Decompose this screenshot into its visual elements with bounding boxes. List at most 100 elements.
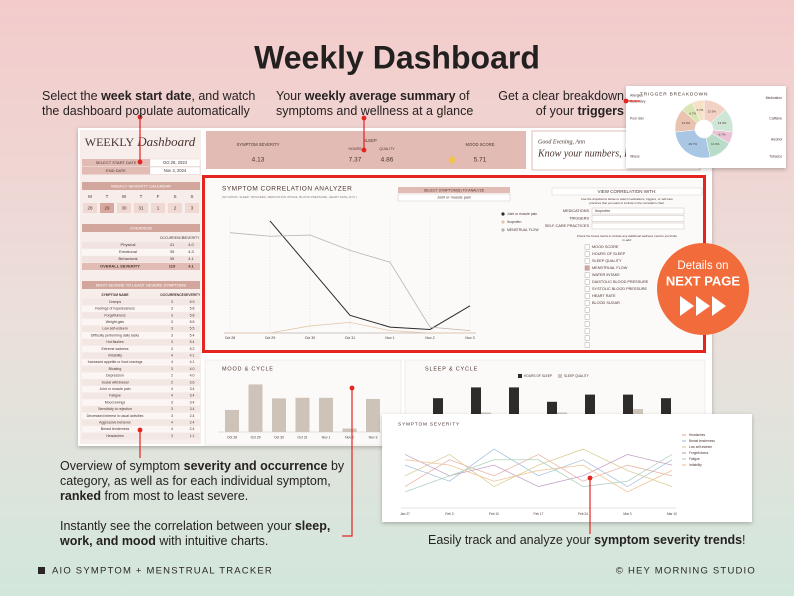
total-row — [82, 263, 200, 270]
table-cell: Aggressive behavior — [99, 421, 132, 425]
badge-arrow — [680, 296, 694, 316]
checkbox-label: HEART RATE — [592, 294, 616, 298]
table-cell: Difficulty performing daily tasks — [91, 333, 139, 337]
callout-text: with intuitive charts. — [156, 534, 269, 548]
callout-text: work, and mood — [59, 534, 156, 548]
table-row — [82, 312, 200, 319]
checkbox-label: MOOD SCORE — [592, 245, 619, 249]
checkbox[interactable] — [584, 300, 590, 306]
x-tick-label: Nov 3 — [369, 435, 378, 439]
checkbox[interactable] — [584, 251, 590, 257]
table-row — [82, 359, 200, 366]
mood-emoji — [448, 156, 456, 164]
calendar-cell — [151, 203, 165, 213]
legend-swatch — [518, 374, 522, 378]
bar — [319, 397, 333, 432]
table-cell: Breast tenderness — [101, 427, 130, 431]
callout-text: symptoms and wellness at a glance — [276, 104, 473, 118]
table-cell: Physical — [121, 242, 136, 247]
table-cell: 3 — [171, 414, 173, 418]
table-row — [82, 345, 200, 353]
series-line — [404, 453, 673, 487]
callout-text: triggers — [577, 104, 624, 118]
total-cell: OVERALL SEVERITY — [100, 264, 140, 269]
table-cell: 3 — [171, 307, 173, 311]
checkbox[interactable] — [584, 321, 590, 327]
checkbox[interactable] — [584, 272, 590, 278]
checkbox[interactable] — [584, 258, 590, 264]
table-header: OCCURRENCE — [160, 236, 185, 240]
table-cell: 4 — [171, 360, 173, 364]
table-cell: 2.4 — [190, 427, 195, 431]
checkbox[interactable] — [584, 335, 590, 341]
greeting-motto: Know your numbers, FEEL — [537, 148, 648, 159]
dropdown[interactable] — [591, 207, 685, 215]
table-row — [82, 352, 200, 359]
table-cell: 4 — [171, 427, 173, 431]
x-tick-label: Jan 27 — [400, 512, 410, 516]
table-cell: 3.4 — [190, 400, 195, 404]
checkbox[interactable] — [584, 279, 590, 285]
date-value: Oct 28, 2024 — [163, 160, 188, 165]
section-title: MOST SEVERE TO LEAST SEVERE SYMPTOMS — [96, 282, 187, 287]
table-cell: 2 — [171, 374, 173, 378]
x-tick-label: Nov 2 — [345, 435, 354, 439]
checkbox[interactable] — [584, 314, 590, 320]
table-cell: 3 — [171, 313, 173, 317]
checkbox[interactable] — [584, 293, 590, 299]
slice-category-label: Poor diet — [630, 116, 644, 120]
controls-instructions: Use the dropdowns below to select medica… — [581, 197, 673, 201]
checkbox[interactable] — [584, 286, 590, 292]
chart-title: SYMPTOM SEVERITY — [398, 421, 460, 427]
pie-slice — [691, 99, 705, 122]
controls-header — [551, 187, 703, 196]
table-cell: Social withdrawal — [101, 380, 128, 384]
summary-value: 5.71 — [474, 157, 487, 164]
x-tick-label: Oct 30 — [305, 336, 316, 340]
x-tick-label: Feb 17 — [534, 512, 544, 516]
select-box[interactable] — [397, 193, 511, 202]
callout-text: category, as well as for each individual… — [60, 474, 331, 488]
callout-text: ! — [742, 533, 745, 547]
section-header — [82, 281, 200, 289]
bar — [295, 397, 310, 432]
x-tick-label: Mar 10 — [667, 512, 677, 516]
table-cell: Extreme sadness — [101, 347, 128, 351]
badge[interactable] — [657, 243, 749, 335]
chart-title: TRIGGER BREAKDOWN — [640, 91, 708, 97]
checkbox[interactable] — [584, 244, 590, 250]
x-tick-label: Nov 1 — [322, 435, 331, 439]
summary-value: 7.37 — [349, 157, 362, 164]
calendar-date: 31 — [138, 206, 144, 211]
table-row — [82, 332, 200, 339]
checkbox-label: SYSTOLIC BLOOD PRESSURE — [592, 287, 647, 291]
series-line — [230, 321, 470, 334]
dropdown[interactable] — [591, 215, 685, 222]
callout-text: by — [327, 459, 344, 473]
badge-line1: Details on — [677, 260, 728, 272]
table-cell: 5.8 — [190, 313, 195, 317]
checkbox[interactable] — [584, 307, 590, 313]
connector-dot — [137, 159, 143, 165]
slice-value-label: 6.7% — [697, 108, 704, 112]
connector-dot — [361, 115, 367, 121]
slice-value-label: 13.3% — [718, 121, 727, 125]
legend-label: MENSTRUAL FLOW — [507, 228, 539, 232]
table-cell: Increased appetite or food cravings — [88, 360, 143, 364]
checkbox[interactable] — [584, 342, 590, 348]
chart-subtitle: (NO MOOD, SLEEP, TRIGGERS, MEDICATION IN… — [222, 195, 357, 199]
dropdown[interactable] — [591, 222, 685, 230]
table-cell: 5.9 — [190, 300, 195, 304]
calendar-date: 1 — [157, 206, 160, 211]
slice-category-label: Caffeine — [769, 116, 782, 120]
section-header — [82, 224, 200, 232]
calendar-day: W — [122, 194, 127, 199]
table-row — [82, 379, 200, 386]
select-value: Joint or muscle pain — [437, 196, 471, 200]
checkbox[interactable] — [584, 328, 590, 334]
checkbox[interactable] — [584, 265, 590, 271]
dropdown-label: MEDICATIONS — [563, 209, 590, 213]
table-cell: Forgetfulness — [104, 313, 125, 317]
table-cell: 3.4 — [190, 394, 195, 398]
summary-label: SYMPTOM SEVERITY — [237, 142, 280, 147]
